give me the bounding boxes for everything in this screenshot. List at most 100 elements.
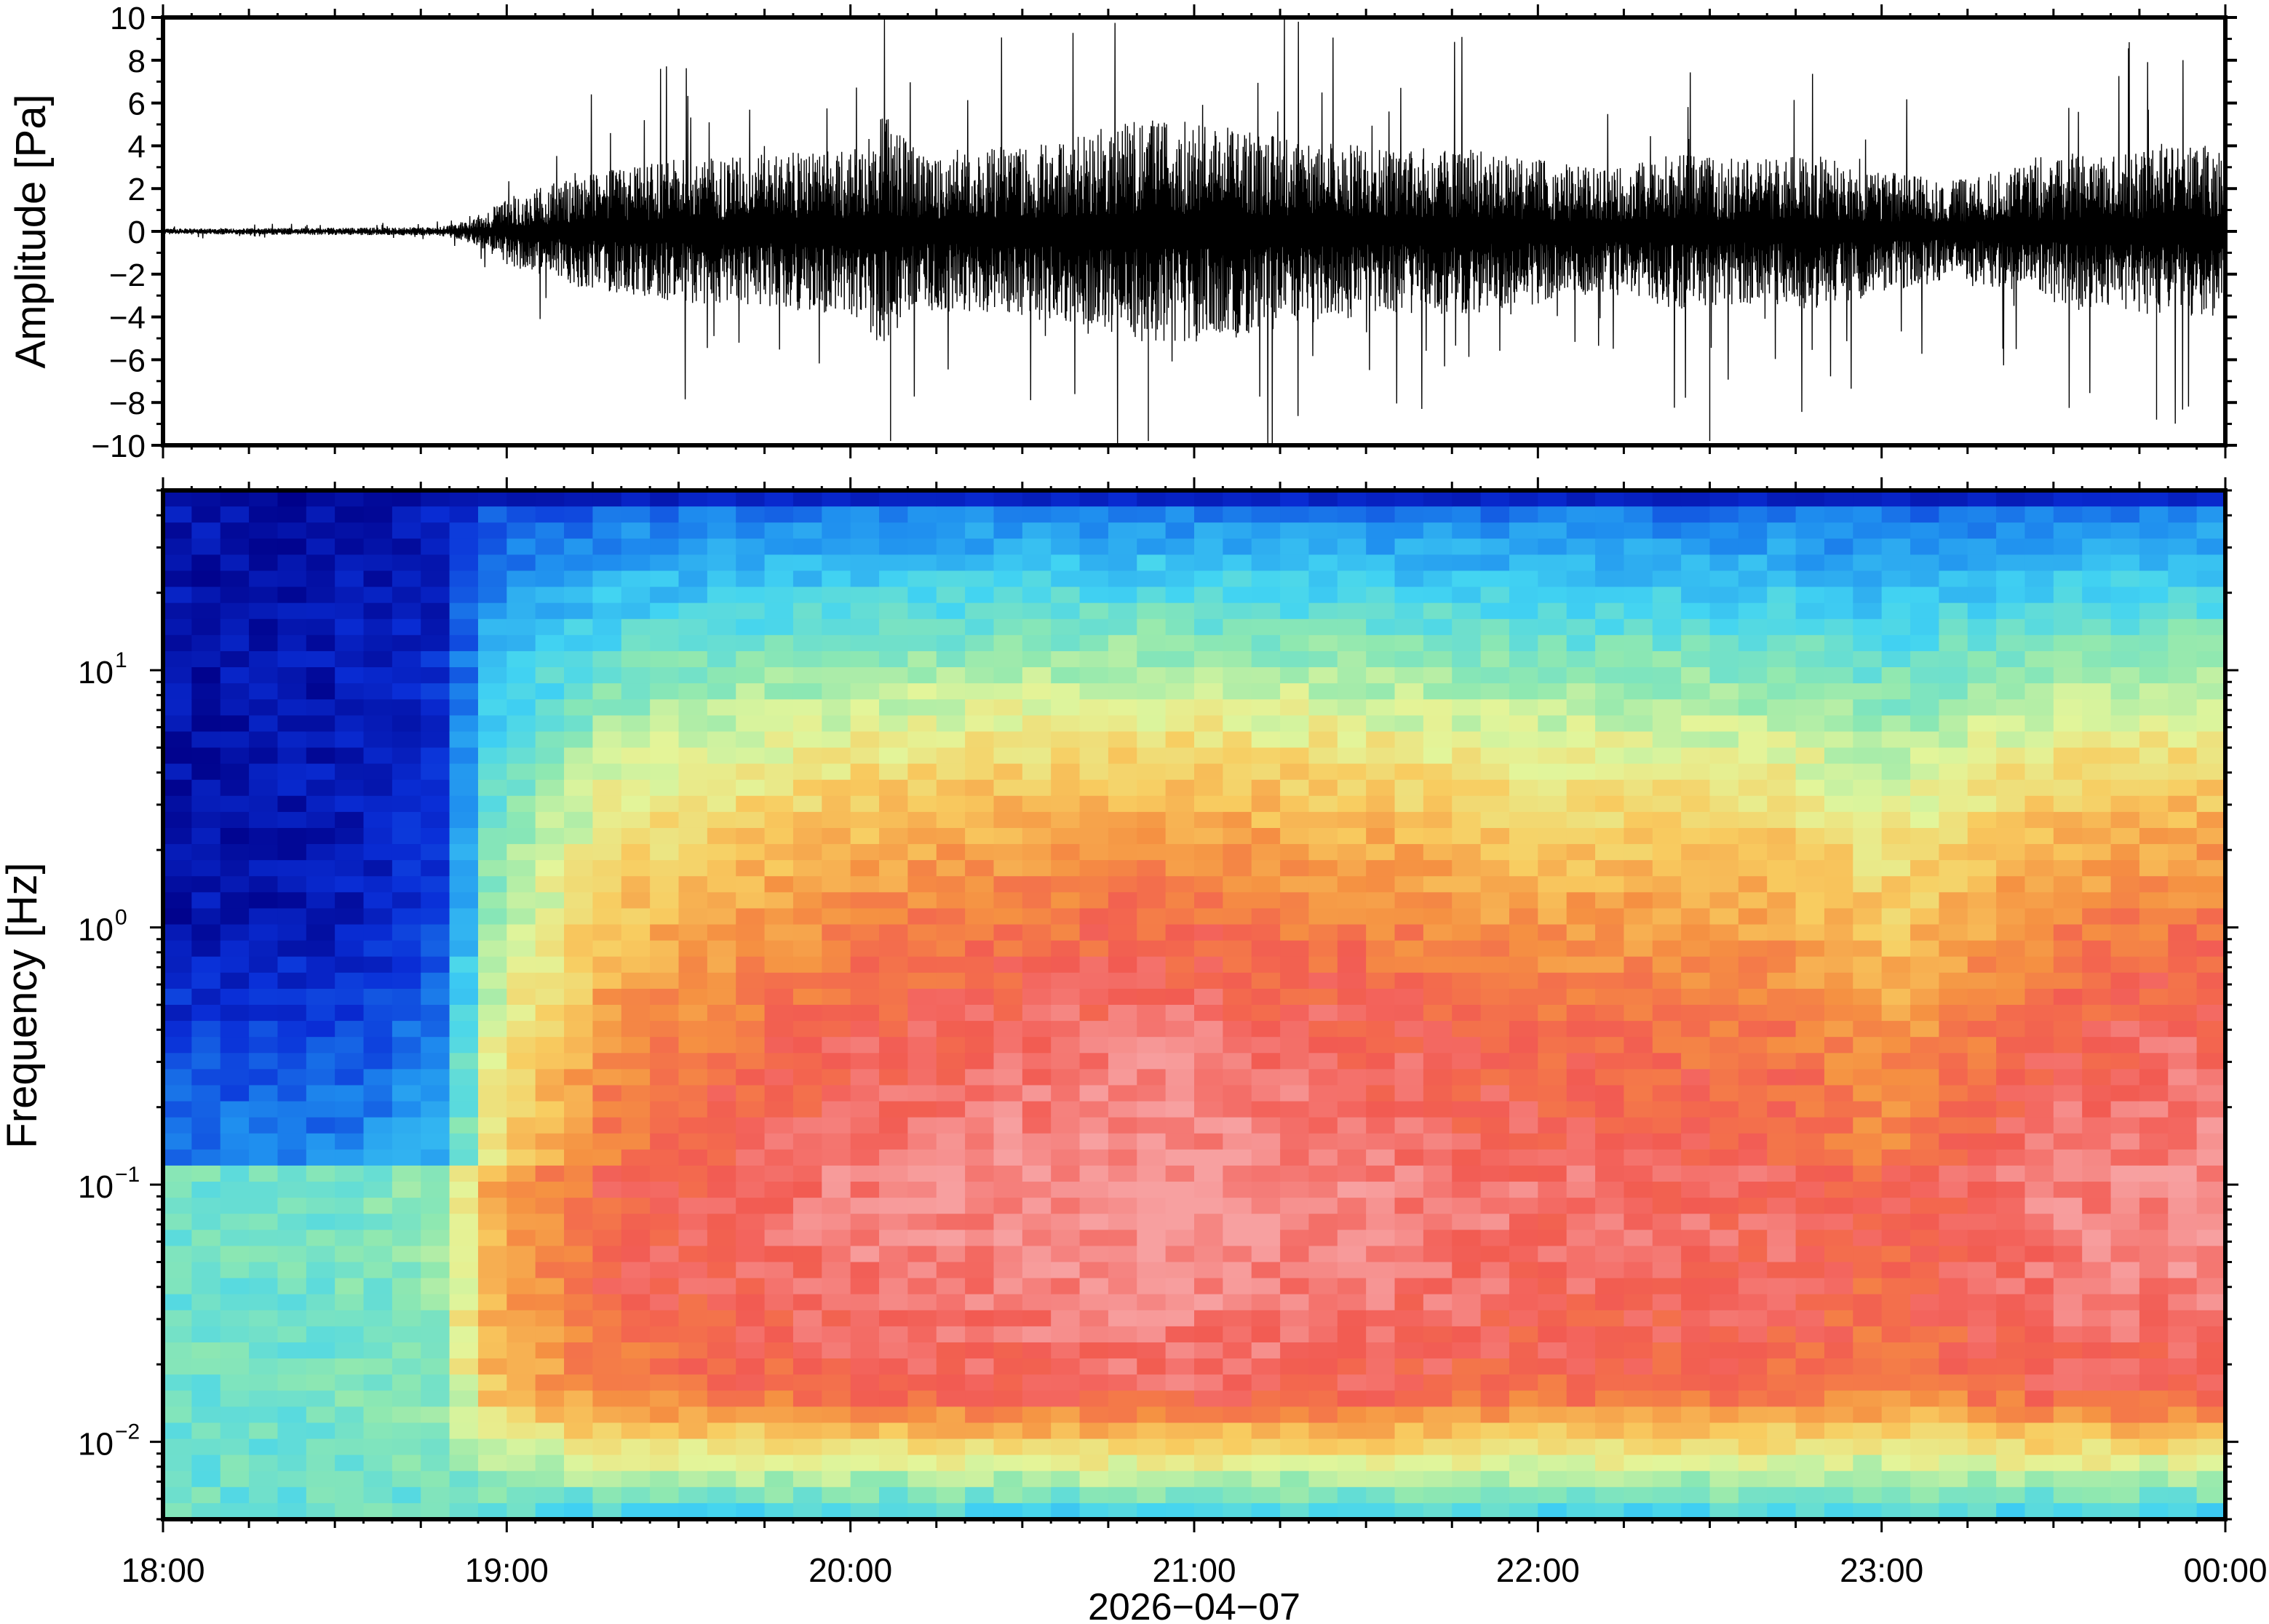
spectrogram-cell [1308, 570, 1338, 588]
spectrogram-cell [592, 1149, 622, 1166]
spectrogram-cell [1767, 876, 1797, 893]
spectrogram-cell [1624, 522, 1653, 540]
spectrogram-cell [1423, 1246, 1453, 1263]
spectrogram-cell [449, 506, 479, 523]
spectrogram-cell [2053, 715, 2083, 733]
spectrogram-cell [1824, 1278, 1854, 1295]
spectrogram-cell [1108, 1037, 1138, 1054]
spectrogram-cell [993, 779, 1023, 797]
spectrogram-cell [1366, 844, 1396, 861]
spectrogram-cell [306, 538, 335, 556]
spectrogram-cell [650, 1085, 680, 1102]
spectrogram-cell [1967, 908, 1997, 926]
spectrogram-cell [1767, 1278, 1797, 1295]
spectrogram-cell [392, 956, 422, 974]
spectrogram-cell [764, 602, 794, 620]
spectrogram-cell [707, 1470, 737, 1488]
spectrogram-cell [1853, 1230, 1883, 1247]
spectrogram-cell [879, 1165, 909, 1182]
spectrogram-cell [163, 586, 193, 604]
spectrogram-cell [1996, 1310, 2026, 1327]
spectrogram-cell [1767, 1230, 1797, 1247]
spectrogram-cell [1681, 715, 1711, 733]
spectrogram-cell [1452, 699, 1482, 717]
spectrogram-cell [1480, 747, 1510, 765]
spectrogram-cell [736, 988, 766, 1006]
spectrogram-cell [1366, 715, 1396, 733]
spectrogram-cell [1709, 892, 1739, 909]
spectrogram-cell [421, 1101, 450, 1118]
spectrogram-cell [220, 1470, 250, 1488]
spectrogram-cell [1280, 1406, 1310, 1424]
spectrogram-cell [1480, 715, 1510, 733]
spectrogram-cell [1767, 1326, 1797, 1343]
spectrogram-cell [792, 876, 823, 893]
spectrogram-cell [1194, 892, 1224, 909]
spectrogram-cell [1223, 1374, 1252, 1392]
spectrogram-cell [306, 634, 335, 652]
spectrogram-cell [993, 1374, 1023, 1392]
spectrogram-cell [1566, 1165, 1596, 1182]
spectrogram-cell [1022, 876, 1052, 893]
spectrogram-cell [1824, 1133, 1854, 1150]
spectrogram-cell [850, 827, 880, 845]
spectrogram-cell [2110, 1374, 2140, 1392]
spectrogram-cell [2196, 1454, 2226, 1472]
spectrogram-cell [936, 779, 966, 797]
spectrogram-cell [1967, 1326, 1997, 1343]
spectrogram-cell [2110, 779, 2140, 797]
spectrogram-cell [1394, 876, 1424, 893]
spectrogram-cell [1509, 1021, 1539, 1038]
spectrogram-cell [1824, 1117, 1854, 1134]
spectrogram-cell [1137, 1374, 1167, 1392]
spectrogram-cell [1022, 924, 1052, 942]
spectrogram-cell [936, 892, 966, 909]
spectrogram-cell [1652, 1230, 1682, 1247]
spectrogram-cell [1480, 1165, 1510, 1182]
spectrogram-cell [650, 715, 680, 733]
spectrogram-cell [907, 1053, 937, 1070]
spectrogram-cell [965, 1117, 995, 1134]
spectrogram-cell [1509, 586, 1539, 604]
spectrogram-cell [1308, 1133, 1338, 1150]
spectrogram-cell [506, 1278, 536, 1295]
spectrogram-cell [1853, 763, 1883, 781]
spectrogram-cell [2168, 1406, 2198, 1424]
spectrogram-cell [850, 1021, 880, 1038]
spectrogram-cell [850, 876, 880, 893]
spectrogram-cell [2168, 570, 2198, 588]
spectrogram-cell [421, 715, 450, 733]
spectrogram-cell [1738, 1246, 1768, 1263]
spectrogram-cell [1165, 699, 1195, 717]
spectrogram-cell [1223, 1326, 1252, 1343]
spectrogram-cell [1308, 908, 1338, 926]
spectrogram-cell [564, 715, 594, 733]
spectrogram-cell [2110, 1021, 2140, 1038]
spectrogram-cell [277, 1069, 307, 1086]
spectrogram-cell [2082, 1021, 2112, 1038]
spectrogram-cell [1509, 1149, 1539, 1166]
spectrogram-cell [1853, 506, 1883, 523]
spectrogram-cell [1996, 860, 2026, 877]
spectrogram-cell [1738, 795, 1768, 813]
spectrogram-cell [2024, 795, 2054, 813]
spectrogram-cell [1996, 988, 2026, 1006]
spectrogram-cell [506, 924, 536, 942]
spectrogram-cell [1681, 956, 1711, 974]
spectrogram-cell [1853, 795, 1883, 813]
spectrogram-cell [1853, 731, 1883, 749]
spectrogram-cell [506, 1214, 536, 1231]
spectrogram-cell [965, 602, 995, 620]
spectrogram-cell [1423, 763, 1453, 781]
spectrogram-cell [421, 1021, 450, 1038]
spectrogram-cell [678, 1246, 708, 1263]
spectrogram-cell [792, 699, 823, 717]
spectrogram-cell [1738, 827, 1768, 845]
spectrogram-cell [736, 570, 766, 588]
spectrogram-cell [707, 554, 737, 572]
spectrogram-cell [477, 602, 508, 620]
spectrogram-cell [477, 731, 508, 749]
spectrogram-cell [2024, 1037, 2054, 1054]
spectrogram-cell [965, 1278, 995, 1295]
spectrogram-cell [1165, 779, 1195, 797]
